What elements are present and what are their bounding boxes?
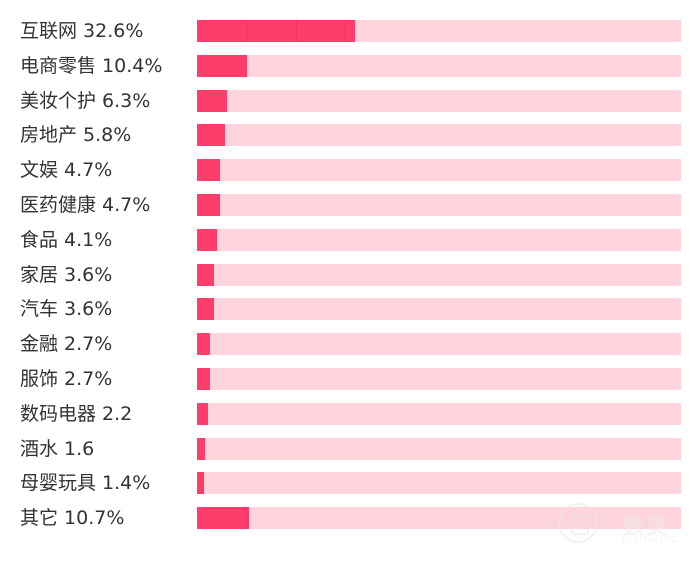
bar-track bbox=[197, 89, 681, 112]
bar bbox=[197, 507, 249, 530]
bar-track bbox=[197, 437, 681, 460]
bar-track bbox=[197, 298, 681, 321]
bar bbox=[197, 89, 228, 112]
watermark: 数英 DIGITALING bbox=[558, 503, 686, 547]
bar bbox=[197, 194, 220, 216]
bar bbox=[197, 368, 211, 390]
bar-track bbox=[197, 263, 681, 286]
bar-track bbox=[197, 228, 681, 251]
bar bbox=[197, 228, 217, 251]
tick-label: 互联网 32.6% bbox=[20, 20, 144, 42]
bar-segment-divider bbox=[345, 20, 347, 42]
bar bbox=[197, 437, 205, 460]
bar-track bbox=[197, 159, 681, 182]
bar bbox=[197, 124, 226, 147]
tick-label: 家居 3.6% bbox=[20, 263, 113, 286]
tick-label: 数码电器 2.2 bbox=[20, 402, 133, 425]
bar bbox=[197, 159, 220, 182]
bar-segment-divider bbox=[246, 507, 248, 530]
bar-track bbox=[197, 402, 681, 425]
watermark-text: 数英 bbox=[622, 515, 671, 540]
bar-segment-divider bbox=[295, 20, 297, 42]
bar-track bbox=[197, 194, 681, 216]
tick-label: 电商零售 10.4% bbox=[20, 54, 163, 77]
bar-segment-divider bbox=[246, 20, 248, 42]
tick-label: 房地产 5.8% bbox=[20, 124, 132, 147]
watermark-subtext: DIGITALING bbox=[622, 535, 678, 544]
bar-track bbox=[197, 368, 681, 390]
tick-label: 其它 10.7% bbox=[20, 507, 125, 530]
bar bbox=[197, 54, 248, 77]
bar-track bbox=[197, 124, 681, 147]
bar bbox=[197, 20, 355, 42]
bar-track bbox=[197, 472, 681, 495]
bar bbox=[197, 333, 211, 356]
tick-label: 美妆个护 6.3% bbox=[20, 89, 151, 112]
bar-track bbox=[197, 333, 681, 356]
bar bbox=[197, 472, 204, 495]
tick-label: 食品 4.1% bbox=[20, 228, 113, 251]
bar bbox=[197, 402, 208, 425]
tick-label: 文娱 4.7% bbox=[20, 159, 113, 182]
tick-label: 母婴玩具 1.4% bbox=[20, 472, 151, 495]
tick-label: 酒水 1.6 bbox=[20, 437, 95, 460]
tick-label: 金融 2.7% bbox=[20, 333, 113, 356]
tick-label: 汽车 3.6% bbox=[20, 298, 113, 321]
bar-track bbox=[197, 54, 681, 77]
tick-label: 医药健康 4.7% bbox=[20, 194, 151, 216]
tick-label: 服饰 2.7% bbox=[20, 368, 113, 390]
bar bbox=[197, 263, 215, 286]
bar bbox=[197, 298, 215, 321]
logo-circle-icon bbox=[558, 503, 598, 543]
bar-track bbox=[197, 20, 681, 42]
